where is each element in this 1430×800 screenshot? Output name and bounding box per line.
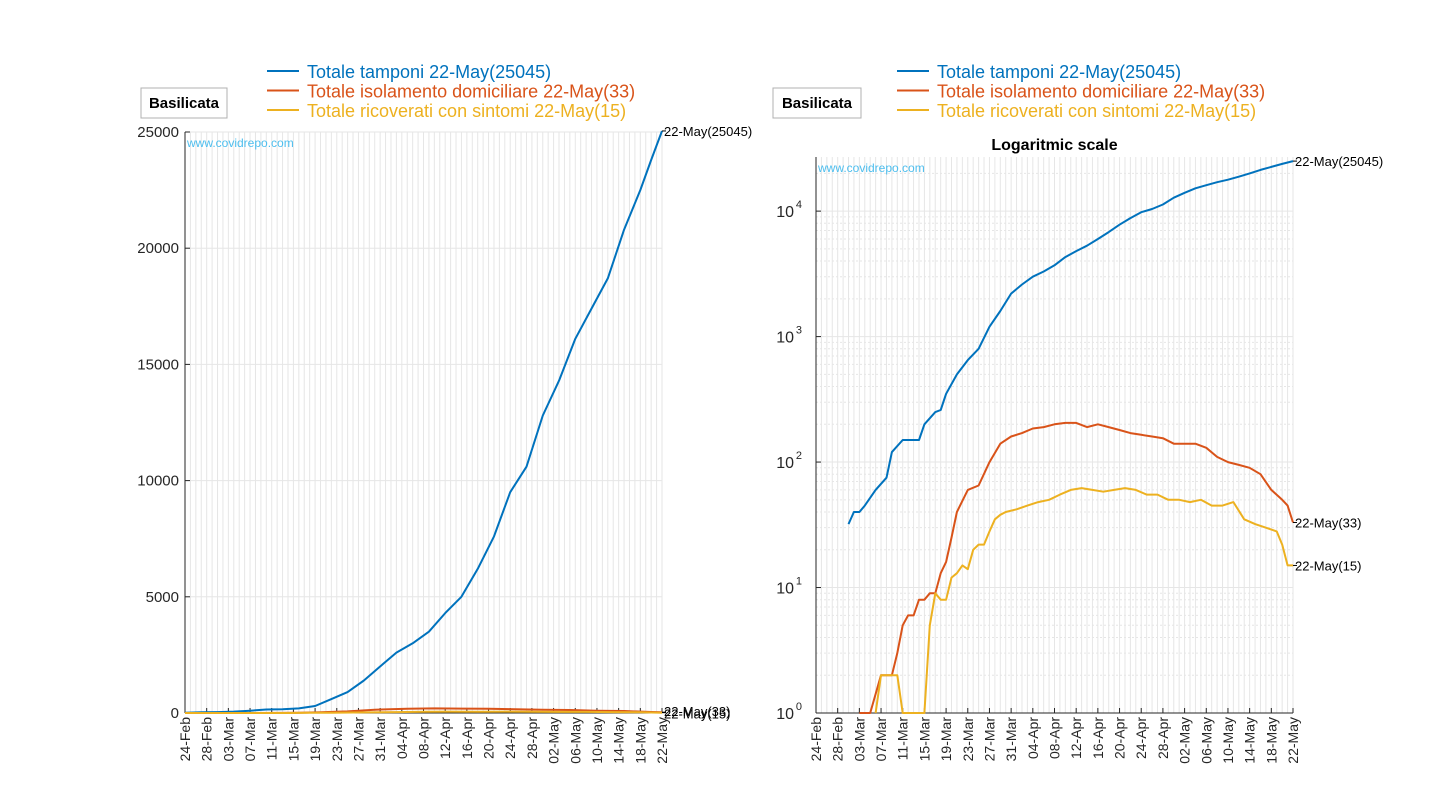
x-tick-label: 23-Mar bbox=[329, 717, 345, 762]
legend: Totale tamponi 22-May(25045)Totale isola… bbox=[897, 62, 1265, 121]
x-tick-label: 28-Feb bbox=[199, 717, 215, 762]
x-tick-label: 23-Mar bbox=[960, 717, 976, 762]
x-tick-label: 11-Mar bbox=[895, 717, 911, 761]
x-tick-label: 27-Mar bbox=[350, 717, 366, 762]
x-tick-label: 12-Apr bbox=[437, 717, 453, 759]
x-tick-label: 15-Mar bbox=[916, 717, 932, 762]
x-tick-label: 24-Feb bbox=[177, 717, 193, 762]
linear-scale-panel: 0 5000 10000 15000 20000 25000 24-Feb 28-Feb 03-… bbox=[137, 62, 752, 764]
legend-entry-isolamento: Totale isolamento domiciliare 22-May(33) bbox=[937, 82, 1265, 102]
x-tick-label: 10-May bbox=[589, 717, 605, 764]
series-line-ricoverati bbox=[874, 487, 1293, 714]
watermark-text: www.covidrepo.com bbox=[186, 136, 294, 150]
x-tick-label: 16-Apr bbox=[1090, 717, 1106, 759]
y-tick-label: 10 bbox=[776, 204, 794, 221]
x-tick-label: 18-May bbox=[632, 717, 648, 764]
x-tick-label: 14-May bbox=[1242, 717, 1258, 764]
x-tick-label: 31-Mar bbox=[1003, 717, 1019, 762]
region-label: Basilicata bbox=[149, 95, 220, 112]
end-label-tamponi: 22-May(25045) bbox=[664, 124, 752, 139]
y-tick-label: 10 bbox=[776, 581, 794, 598]
y-tick-exponent: 2 bbox=[796, 450, 802, 462]
y-tick-label: 15000 bbox=[137, 356, 179, 373]
x-tick-label: 16-Apr bbox=[459, 717, 475, 759]
x-tick-label: 12-Apr bbox=[1068, 717, 1084, 759]
x-tick-label: 04-Apr bbox=[394, 717, 410, 759]
legend-entry-tamponi: Totale tamponi 22-May(25045) bbox=[307, 62, 551, 82]
series-line-tamponi bbox=[184, 130, 663, 714]
series-line-tamponi bbox=[847, 160, 1294, 525]
series-line-ricoverati bbox=[185, 710, 663, 714]
y-tick-label: 10 bbox=[776, 706, 794, 723]
x-tick-label: 22-May bbox=[654, 717, 670, 764]
legend-entry-isolamento: Totale isolamento domiciliare 22-May(33) bbox=[307, 82, 635, 102]
y-tick-label: 10 bbox=[776, 330, 794, 347]
x-tick-label: 31-Mar bbox=[372, 717, 388, 762]
x-tick-label: 28-Apr bbox=[524, 717, 540, 759]
region-label: Basilicata bbox=[782, 95, 853, 112]
end-label-isolamento: 22-May(33) bbox=[664, 704, 730, 719]
end-label-isolamento: 22-May(33) bbox=[1295, 515, 1361, 530]
legend-entry-ricoverati: Totale ricoverati con sintomi 22-May(15) bbox=[937, 101, 1256, 121]
y-tick-label: 10000 bbox=[137, 473, 179, 490]
end-label-ricoverati: 22-May(15) bbox=[1295, 558, 1361, 573]
grid-lines bbox=[815, 157, 1294, 714]
x-tick-label: 24-Feb bbox=[808, 717, 824, 762]
region-label-box bbox=[772, 87, 862, 119]
x-tick-label: 24-Apr bbox=[1133, 717, 1149, 759]
x-tick-label: 04-Apr bbox=[1025, 717, 1041, 759]
x-tick-label: 24-Apr bbox=[502, 717, 518, 759]
grid-lines bbox=[184, 131, 663, 714]
x-tick-label: 07-Mar bbox=[242, 717, 258, 762]
y-tick-exponent: 1 bbox=[796, 576, 802, 588]
y-tick-label: 0 bbox=[171, 705, 179, 722]
x-tick-label: 15-Mar bbox=[285, 717, 301, 762]
end-label-tamponi: 22-May(25045) bbox=[1295, 154, 1383, 169]
x-tick-label: 18-May bbox=[1263, 717, 1279, 764]
y-tick-label: 10 bbox=[776, 455, 794, 472]
x-tick-label: 07-Mar bbox=[873, 717, 889, 762]
legend-entry-tamponi: Totale tamponi 22-May(25045) bbox=[937, 62, 1181, 82]
end-label-ricoverati: 22-May(15) bbox=[664, 707, 730, 722]
x-tick-label: 28-Apr bbox=[1155, 717, 1171, 759]
legend-entry-ricoverati: Totale ricoverati con sintomi 22-May(15) bbox=[307, 101, 626, 121]
x-tick-label: 20-Apr bbox=[1112, 717, 1128, 759]
x-tick-label: 28-Feb bbox=[830, 717, 846, 762]
x-tick-label: 06-May bbox=[567, 717, 583, 764]
legend: Totale tamponi 22-May(25045)Totale isola… bbox=[267, 62, 635, 121]
x-tick-label: 14-May bbox=[611, 717, 627, 764]
y-tick-base: 10 bbox=[776, 330, 794, 347]
x-tick-label: 08-Apr bbox=[416, 717, 432, 759]
x-tick-label: 06-May bbox=[1198, 717, 1214, 764]
region-label-box bbox=[140, 87, 228, 119]
y-tick-label: 20000 bbox=[137, 240, 179, 257]
y-tick-base: 10 bbox=[776, 204, 794, 221]
x-tick-label: 19-Mar bbox=[307, 717, 323, 762]
x-tick-label: 19-Mar bbox=[938, 717, 954, 762]
y-tick-label: 5000 bbox=[146, 589, 179, 606]
y-tick-base: 10 bbox=[776, 581, 794, 598]
x-tick-label: 11-Mar bbox=[264, 717, 280, 761]
y-tick-exponent: 0 bbox=[796, 701, 802, 713]
x-tick-label: 22-May bbox=[1285, 717, 1301, 764]
x-tick-label: 02-May bbox=[1177, 717, 1193, 764]
x-tick-label: 20-Apr bbox=[481, 717, 497, 759]
y-tick-label: 25000 bbox=[137, 124, 179, 141]
x-tick-label: 03-Mar bbox=[851, 717, 867, 762]
x-tick-label: 03-Mar bbox=[220, 717, 236, 762]
y-tick-exponent: 3 bbox=[796, 325, 802, 337]
chart-title: Logaritmic scale bbox=[991, 137, 1117, 154]
x-tick-label: 10-May bbox=[1220, 717, 1236, 764]
series-line-isolamento bbox=[859, 421, 1294, 714]
x-tick-label: 27-Mar bbox=[981, 717, 997, 762]
x-tick-label: 08-Apr bbox=[1047, 717, 1063, 759]
watermark-text: www.covidrepo.com bbox=[817, 161, 925, 175]
y-tick-exponent: 4 bbox=[796, 199, 802, 211]
y-tick-base: 10 bbox=[776, 706, 794, 723]
y-tick-base: 10 bbox=[776, 455, 794, 472]
x-tick-label: 02-May bbox=[546, 717, 562, 764]
